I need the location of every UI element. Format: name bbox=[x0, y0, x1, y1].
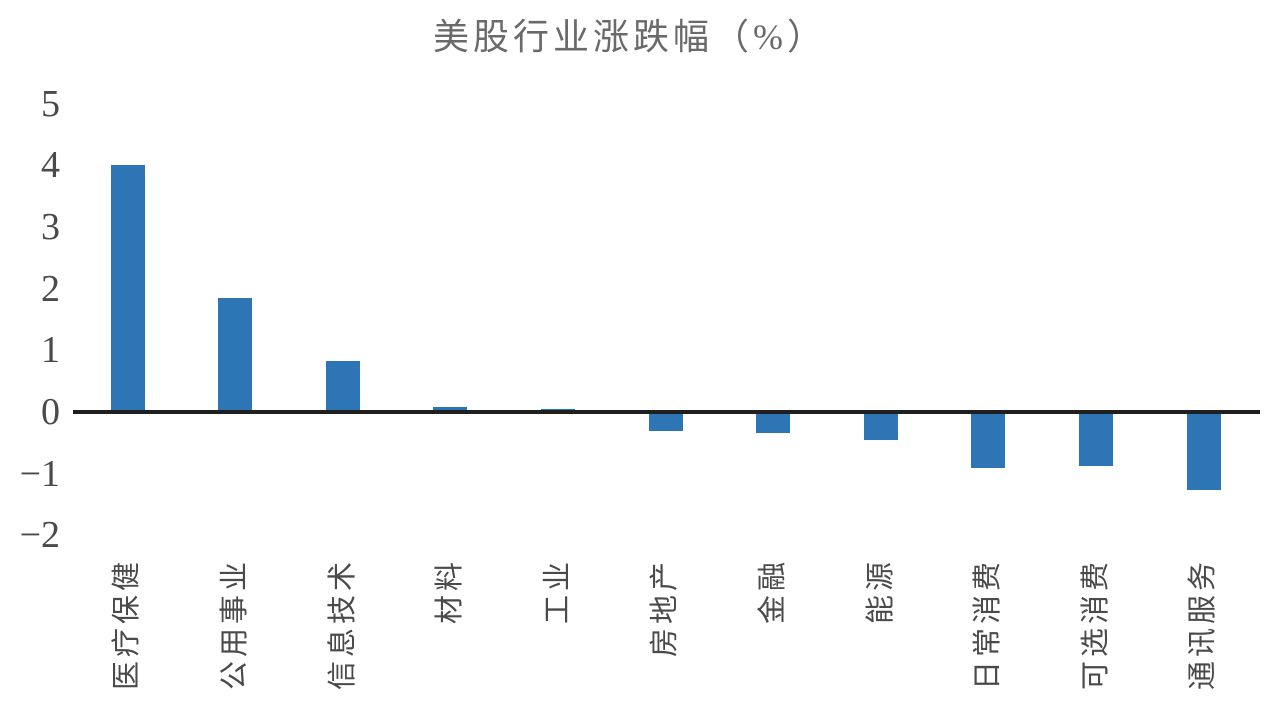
x-axis-label-text: 医疗保健 bbox=[111, 558, 144, 691]
y-axis-tick-label: 3 bbox=[41, 205, 60, 248]
bar-3 bbox=[433, 407, 468, 412]
y-axis-tick-label: 4 bbox=[41, 144, 60, 187]
x-axis-label-text: 通讯服务 bbox=[1187, 558, 1220, 691]
x-axis-label-text: 金融 bbox=[757, 558, 790, 625]
x-axis-label-text: 材料 bbox=[434, 558, 467, 625]
y-axis-tick-label: 1 bbox=[41, 329, 60, 372]
bar-7 bbox=[863, 412, 898, 440]
x-axis-line bbox=[73, 410, 1260, 414]
bar-8 bbox=[971, 412, 1006, 468]
bar-2 bbox=[325, 361, 360, 412]
y-axis-tick-label: 5 bbox=[41, 82, 60, 125]
bar-0 bbox=[110, 165, 145, 412]
y-axis-tick-label: 0 bbox=[41, 391, 60, 433]
bar-1 bbox=[218, 297, 253, 412]
y-axis-tick-label: −2 bbox=[19, 514, 60, 557]
bar-10 bbox=[1186, 412, 1221, 490]
bar-6 bbox=[756, 412, 791, 433]
x-axis-label-text: 工业 bbox=[541, 558, 574, 625]
bar-5 bbox=[648, 412, 683, 431]
x-axis-label-text: 日常消费 bbox=[972, 558, 1005, 691]
y-axis-tick-label: −1 bbox=[19, 452, 60, 495]
x-axis-label-text: 房地产 bbox=[649, 558, 682, 658]
x-axis-label-text: 公用事业 bbox=[219, 558, 252, 691]
x-axis-label-text: 信息技术 bbox=[326, 558, 359, 691]
y-axis-tick-label: 2 bbox=[41, 267, 60, 310]
x-axis-label-text: 可选消费 bbox=[1079, 558, 1112, 691]
bar-9 bbox=[1078, 412, 1113, 467]
x-axis-label-text: 能源 bbox=[864, 558, 897, 625]
chart-title: 美股行业涨跌幅（%） bbox=[433, 17, 827, 57]
